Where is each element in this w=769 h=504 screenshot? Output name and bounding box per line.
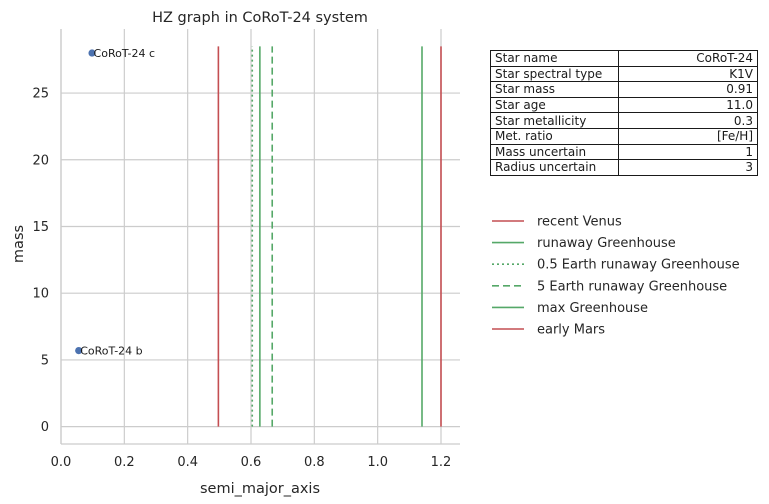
- x-tick-label: 1.0: [367, 455, 388, 470]
- planet-point: [75, 346, 83, 355]
- x-tick-label: 1.2: [431, 455, 452, 470]
- y-tick-label: 15: [32, 220, 49, 235]
- table-value: CoRoT-24: [618, 50, 758, 67]
- axes: [60, 29, 460, 445]
- table-value: 0.3: [618, 112, 758, 129]
- y-tick-label: 20: [32, 153, 49, 168]
- table-key: Star age: [490, 96, 619, 114]
- table-key: Star metallicity: [490, 112, 619, 129]
- table-value: [Fe/H]: [618, 127, 758, 145]
- y-axis-label: mass: [11, 225, 27, 263]
- legend-label: early Mars: [537, 323, 605, 338]
- table-row: Radius uncertain 3: [490, 159, 758, 176]
- table-key: Mass uncertain: [490, 143, 619, 161]
- table-key: Star name: [490, 50, 619, 67]
- planet-label: CoRoT-24 c: [94, 47, 156, 60]
- habitable-zone-lines: [217, 46, 442, 427]
- table-key: Radius uncertain: [490, 159, 619, 176]
- table-row: Star mass 0.91: [490, 81, 758, 98]
- table-row: Met. ratio [Fe/H]: [490, 127, 758, 145]
- x-tick-label: 0.2: [114, 455, 135, 470]
- y-tick-label: 10: [32, 287, 49, 302]
- table-row: Star metallicity 0.3: [490, 112, 758, 129]
- y-tick-label: 25: [32, 87, 49, 102]
- table-value: K1V: [618, 65, 758, 83]
- x-tick-label: 0.4: [177, 455, 198, 470]
- table-row: Star name CoRoT-24: [490, 50, 758, 67]
- planet-point: [88, 49, 96, 57]
- legend-label: max Greenhouse: [537, 301, 648, 316]
- star-info-table: Star name CoRoT-24 Star spectral type K1V St…: [490, 50, 758, 176]
- planet-label: CoRoT-24 b: [80, 345, 142, 358]
- table-value: 3: [618, 159, 758, 176]
- table-value: 0.91: [618, 81, 758, 98]
- table-key: Star mass: [490, 81, 619, 98]
- table-row: Star spectral type K1V: [490, 65, 758, 83]
- x-tick-label: 0.6: [241, 455, 262, 470]
- legend-label: recent Venus: [537, 215, 622, 230]
- table-row: Mass uncertain 1: [490, 143, 758, 161]
- planet-points: CoRoT-24 c CoRoT-24 b: [75, 47, 155, 358]
- y-ticks: 0 5 10 15 20 25: [32, 87, 49, 436]
- legend-label: runaway Greenhouse: [537, 236, 676, 251]
- chart-title: HZ graph in CoRoT-24 system: [152, 10, 368, 26]
- y-tick-label: 5: [41, 353, 49, 368]
- x-tick-label: 0.8: [304, 455, 325, 470]
- legend-label: 0.5 Earth runaway Greenhouse: [537, 258, 740, 273]
- table-key: Met. ratio: [490, 127, 619, 145]
- table-value: 1: [618, 143, 758, 161]
- table-value: 11.0: [618, 96, 758, 114]
- table-key: Star spectral type: [490, 65, 619, 83]
- x-axis-label: semi_major_axis: [200, 481, 320, 497]
- x-tick-label: 0.0: [51, 455, 72, 470]
- y-tick-label: 0: [41, 420, 49, 435]
- legend-label: 5 Earth runaway Greenhouse: [537, 279, 727, 294]
- legend: recent Venus runaway Greenhouse 0.5 Earth …: [492, 215, 740, 338]
- x-ticks: 0.0 0.2 0.4 0.6 0.8 1.0 1.2: [51, 455, 452, 470]
- table-row: Star age 11.0: [490, 96, 758, 114]
